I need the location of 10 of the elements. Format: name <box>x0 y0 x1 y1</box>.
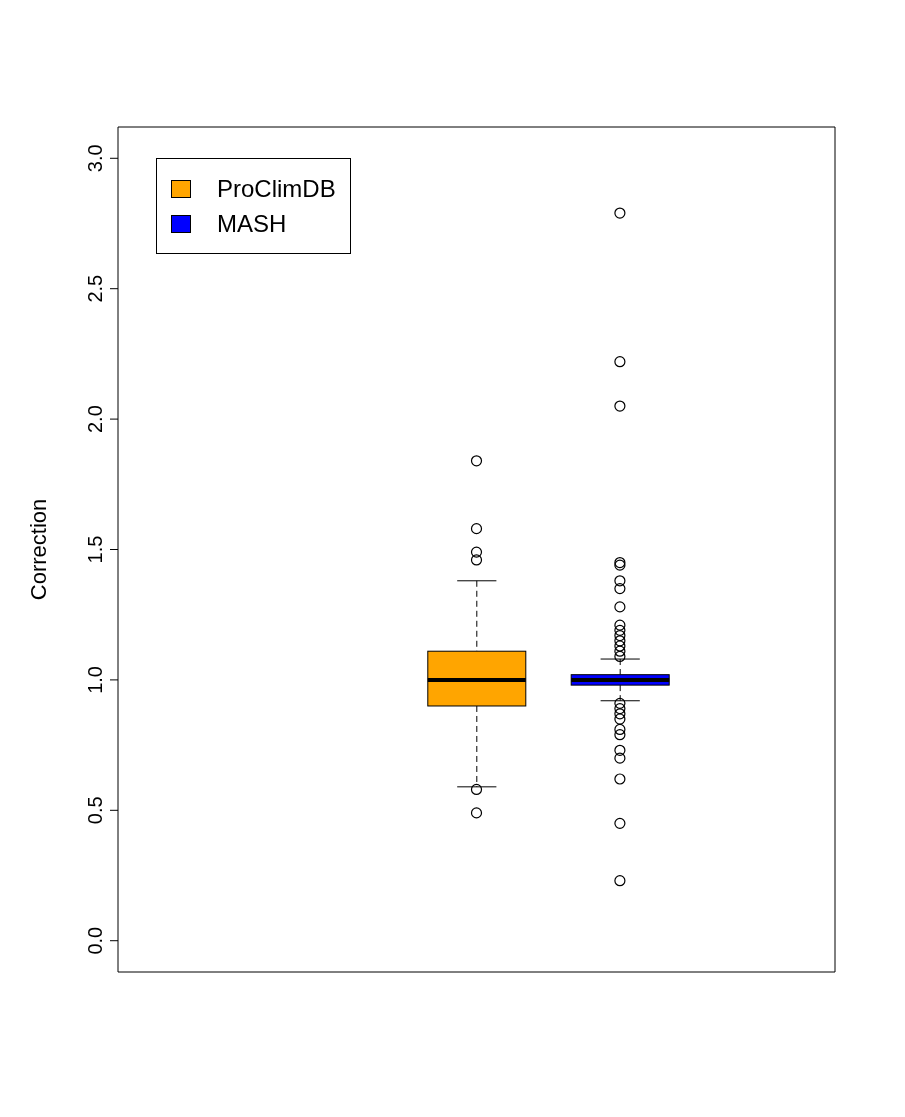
y-tick-label: 0.0 <box>84 926 106 955</box>
y-tick-label: 3.0 <box>84 144 106 173</box>
y-tick-label: 1.5 <box>84 535 106 564</box>
y-axis-title: Correction <box>25 498 51 601</box>
y-tick-label: 0.5 <box>84 796 106 825</box>
legend-label: MASH <box>217 209 287 239</box>
y-tick-label: 2.5 <box>84 274 106 303</box>
legend-label: ProClimDB <box>217 174 336 204</box>
y-tick-label: 1.0 <box>84 665 106 694</box>
y-tick-label: 2.0 <box>84 405 106 434</box>
